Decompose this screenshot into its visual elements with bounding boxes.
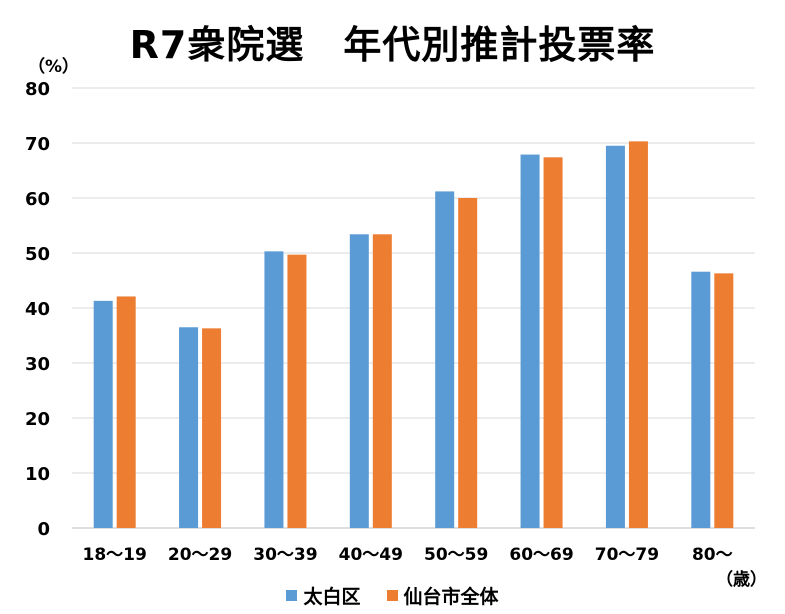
y-tick-label: 70 [25,134,50,155]
bar-series-2 [714,273,734,528]
y-tick-label: 20 [25,409,50,430]
bar-series-2 [458,198,478,528]
bar-series-2 [628,141,648,528]
tick-labels: 0 10 20 30 40 50 60 70 80 18～19 20～29 30～39 40～49 50～… [25,79,733,565]
x-tick-label: 30～39 [253,545,317,565]
x-axis-unit-label: （歳） [716,569,767,590]
legend-label: 仙台市全体 [403,586,499,608]
gridlines [72,87,755,474]
y-tick-label: 60 [25,189,50,210]
y-tick-label: 10 [25,464,50,485]
bar-series-1 [349,234,369,529]
bar-series-1 [93,300,113,528]
bar-series-2 [372,234,392,529]
y-tick-label: 30 [25,354,50,375]
legend-item: 太白区 [286,582,361,609]
bar-series-1 [179,327,199,528]
bar-series-1 [435,191,455,528]
bar-series-1 [605,145,625,528]
legend-swatch [286,590,298,601]
x-tick-label: 80～ [692,545,733,565]
x-tick-label: 20～29 [168,545,232,565]
x-tick-label: 60～69 [509,545,573,565]
bars [93,141,734,529]
legend-item: 仙台市全体 [386,582,499,609]
legend-label: 太白区 [303,586,361,608]
bar-series-1 [264,251,284,528]
bar-series-2 [287,254,307,528]
bar-series-2 [202,328,222,528]
bar-series-2 [116,296,136,528]
legend: 太白区 仙台市全体 [0,582,785,609]
x-tick-label: 50～59 [424,545,488,565]
y-tick-label: 50 [25,244,50,265]
bar-series-1 [691,271,711,528]
chart-title: R7衆院選 年代別推計投票率 [129,23,656,67]
x-tick-label: 70～79 [595,545,659,565]
y-tick-label: 40 [25,299,50,320]
y-tick-label: 0 [37,519,50,540]
legend-swatch [386,590,398,601]
x-tick-label: 18～19 [83,545,147,565]
y-axis-unit-label: （%） [28,56,79,77]
bar-series-1 [520,154,540,529]
y-tick-label: 80 [25,79,50,100]
bar-series-2 [543,157,563,529]
x-tick-label: 40～49 [339,545,403,565]
